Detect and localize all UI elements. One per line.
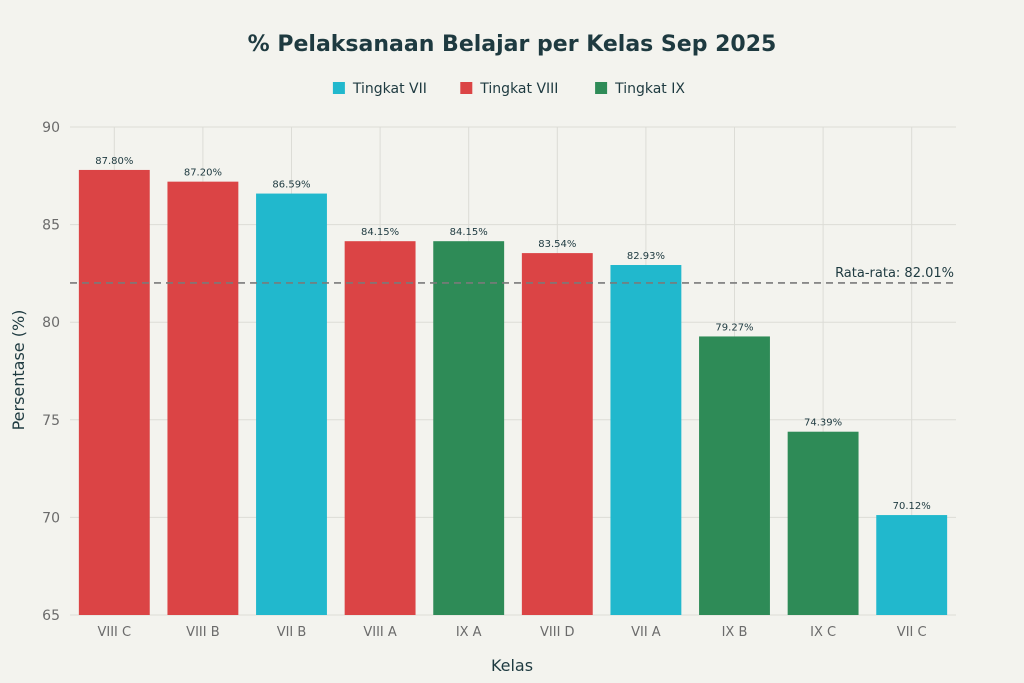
data-labels: 87.80% 87.20% 86.59% 84.15% 84.15% 83.54% 82.9… [95,156,931,512]
bar [610,265,682,615]
y-tick-label: 85 [42,218,60,234]
bar [699,336,770,615]
y-tick-label: 65 [42,608,60,624]
bar-value-label: 87.80% [95,156,133,167]
legend-swatch [332,82,345,94]
bar-value-label: 70.12% [893,501,931,512]
legend-label: Tingkat IX [614,81,685,97]
bars [78,169,948,616]
x-tick-label: VII A [631,625,661,640]
y-axis-title: Persentase (%) [9,310,28,431]
x-tick-label: VIII D [540,625,575,640]
y-tick-label: 70 [42,510,60,526]
x-tick-label: VII B [277,625,307,640]
legend-item: Tingkat VII [332,81,427,97]
x-tick-label: VII C [897,625,927,640]
legend-label: Tingkat VIII [479,81,558,97]
bar [521,253,593,616]
average-line-group: Rata-rata: 82.01% [70,266,956,284]
bar [256,193,327,615]
average-line-label: Rata-rata: 82.01% [835,266,954,281]
y-tick-label: 80 [42,315,60,331]
x-axis-ticks: VIII C VIII B VII B VIII A IX A VIII D VII A IX… [97,625,926,640]
legend-item: Tingkat VIII [460,81,558,97]
legend-label: Tingkat VII [352,81,427,97]
y-tick-label: 90 [42,120,60,136]
legend-swatch [595,82,608,94]
bar [787,431,859,615]
bar [876,515,948,615]
bar-value-label: 79.27% [715,322,753,333]
x-tick-label: IX B [722,625,748,640]
y-tick-label: 75 [42,413,60,429]
x-tick-label: VIII A [363,625,397,640]
bar [167,181,239,615]
bar-value-label: 82.93% [627,251,665,262]
x-tick-label: IX A [456,625,482,640]
bar [78,169,150,615]
bar-value-label: 83.54% [538,239,576,250]
bar-value-label: 74.39% [804,418,842,429]
x-tick-label: VIII B [186,625,219,640]
legend-item: Tingkat IX [595,81,685,97]
chart-title: % Pelaksanaan Belajar per Kelas Sep 2025 [248,32,777,57]
x-axis-title: Kelas [491,656,533,675]
legend-swatch [460,82,473,94]
bar [344,241,416,615]
bar-value-label: 86.59% [272,180,310,191]
bar [433,241,505,615]
x-tick-label: VIII C [97,625,131,640]
x-tick-label: IX C [810,625,836,640]
legend: Tingkat VII Tingkat VIII Tingkat IX [332,81,685,97]
bar-value-label: 87.20% [184,168,222,179]
y-axis-ticks: 65 70 75 80 85 90 [42,120,60,624]
bar-value-label: 84.15% [361,227,399,238]
bar-value-label: 84.15% [450,227,488,238]
